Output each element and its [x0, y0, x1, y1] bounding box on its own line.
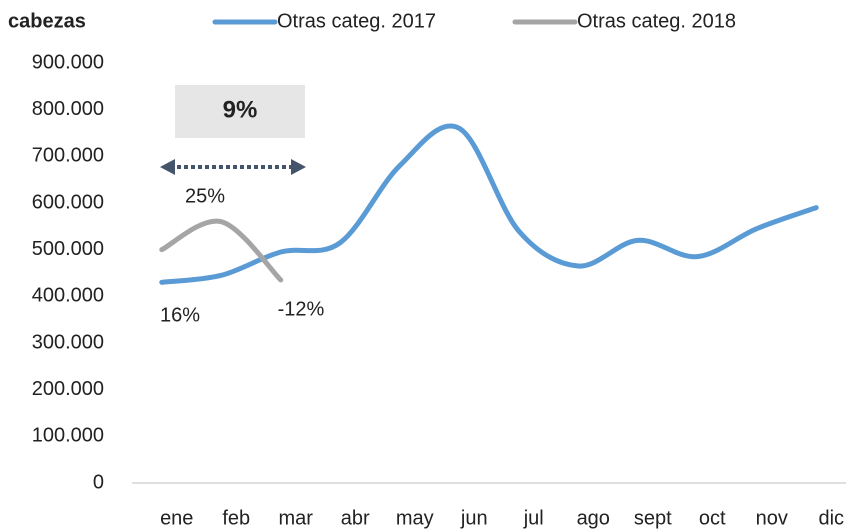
series-line [159, 218, 284, 283]
arrow-head [160, 159, 175, 175]
annotation: -12% [278, 298, 325, 320]
x-tick-label: feb [222, 507, 250, 529]
x-tick-label: may [396, 507, 434, 529]
legend-label: Otras categ. 2018 [577, 10, 736, 32]
arrow-head [291, 159, 306, 175]
y-tick-label: 200.000 [32, 378, 104, 400]
y-tick-label: 600.000 [32, 191, 104, 213]
x-tick-label: dic [818, 507, 844, 529]
x-tick-label: ago [577, 507, 610, 529]
y-tick-label: 100.000 [32, 425, 104, 447]
annotation: 16% [160, 304, 200, 326]
y-tick-label: 400.000 [32, 285, 104, 307]
x-tick-label: abr [341, 507, 370, 529]
annotation: 25% [185, 185, 225, 207]
legend-label: Otras categ. 2017 [277, 10, 436, 32]
x-tick-label: nov [756, 507, 788, 529]
annotation: 9% [223, 96, 258, 123]
y-tick-label: 800.000 [32, 98, 104, 120]
x-tick-label: jul [523, 507, 544, 529]
x-tick-label: oct [699, 507, 726, 529]
y-axis-label: cabezas [8, 10, 86, 32]
x-tick-label: sept [634, 507, 672, 529]
x-tick-label: jun [460, 507, 488, 529]
y-tick-label: 900.000 [32, 51, 104, 73]
y-tick-label: 500.000 [32, 238, 104, 260]
series-line [159, 123, 819, 285]
x-tick-label: mar [279, 507, 314, 529]
y-tick-label: 300.000 [32, 331, 104, 353]
y-tick-label: 700.000 [32, 145, 104, 167]
highlight-box [175, 85, 305, 138]
x-tick-label: ene [160, 507, 193, 529]
y-tick-label: 0 [93, 471, 104, 493]
